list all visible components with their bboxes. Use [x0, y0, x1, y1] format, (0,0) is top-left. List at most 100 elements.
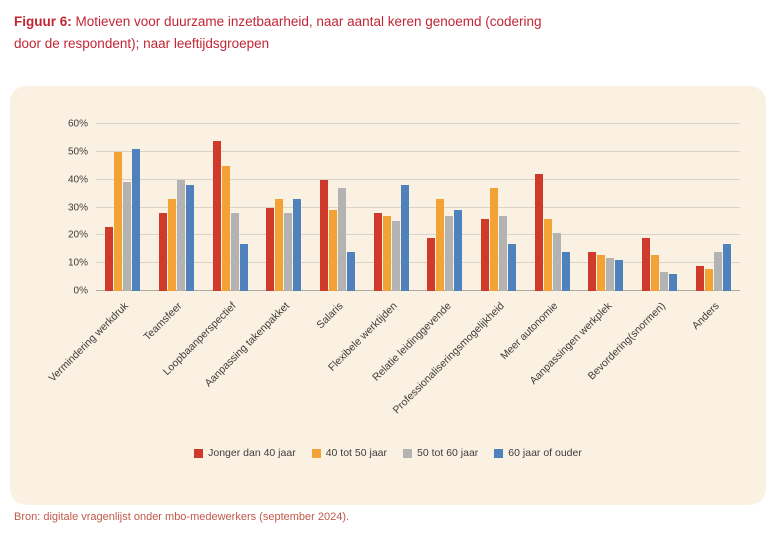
y-tick-label: 60%	[67, 118, 88, 130]
bar	[436, 199, 445, 291]
bar-group	[641, 124, 677, 291]
y-tick-label: 30%	[67, 202, 88, 213]
gridline	[96, 262, 740, 264]
legend-item: Jonger dan 40 jaar	[194, 447, 296, 459]
bar	[552, 232, 561, 291]
y-axis: 0% 10% 20% 30% 40% 50% 60%	[38, 119, 88, 297]
bar	[668, 274, 677, 291]
x-axis-labels: Vermindering werkdruk Teamsfeer Loopbaanpe…	[47, 294, 740, 424]
bar	[373, 213, 382, 291]
bar-group	[427, 124, 463, 291]
bar	[167, 199, 176, 291]
bar-group	[105, 124, 141, 291]
gridline	[96, 234, 740, 236]
legend-label: 60 jaar of ouder	[508, 447, 582, 459]
bar	[114, 151, 123, 291]
bar	[230, 213, 239, 291]
legend-item: 40 tot 50 jaar	[311, 447, 387, 459]
bar	[543, 218, 552, 291]
figure-number: Figuur 6:	[14, 14, 72, 29]
bar	[507, 243, 516, 291]
x-axis-label: Salaris	[314, 300, 346, 332]
bar	[704, 268, 713, 291]
gridline	[96, 290, 740, 291]
bar-group	[212, 124, 248, 291]
bar	[400, 185, 409, 291]
bar-groups	[96, 124, 740, 291]
y-tick-label: 50%	[67, 146, 88, 158]
bar	[319, 179, 328, 291]
legend-swatch-icon	[494, 448, 504, 458]
x-axis-label: Vermindering werkdruk	[46, 300, 132, 385]
figure-title: Figuur 6: Motieven voor duurzame inzetba…	[14, 11, 554, 55]
bar	[722, 243, 731, 291]
bar	[328, 210, 337, 291]
bar	[641, 238, 650, 291]
legend-label: 50 tot 60 jaar	[417, 447, 479, 459]
bar	[132, 149, 141, 291]
bar	[293, 199, 302, 291]
source-note: Bron: digitale vragenlijst onder mbo-med…	[14, 511, 350, 523]
bar	[659, 271, 668, 291]
x-axis-label: Professionaliseringsmogelijkheid	[390, 300, 507, 417]
gridline	[96, 206, 740, 208]
bar	[123, 182, 132, 291]
bar	[391, 221, 400, 291]
bar	[650, 254, 659, 291]
bar	[266, 207, 275, 291]
bar	[346, 252, 355, 291]
legend-swatch-icon	[194, 448, 204, 458]
legend-swatch-icon	[403, 448, 412, 458]
legend-label: Jonger dan 40 jaar	[208, 447, 296, 459]
legend-label: 40 tot 50 jaar	[325, 447, 387, 459]
legend-item: 50 tot 60 jaar	[403, 447, 478, 459]
x-axis-label: Teamsfeer	[141, 300, 185, 344]
bar-group	[319, 124, 355, 291]
bar-group	[695, 124, 731, 291]
bar	[695, 265, 704, 291]
gridline	[96, 178, 740, 180]
bar-group	[534, 124, 570, 291]
bar	[275, 199, 284, 291]
bar	[185, 185, 194, 291]
figure-title-text: Motieven voor duurzame inzetbaarheid, na…	[14, 14, 542, 51]
bar	[158, 213, 167, 291]
bar	[427, 238, 436, 291]
bar-group	[588, 124, 624, 291]
bar	[337, 188, 346, 291]
bar	[713, 252, 722, 291]
bar	[561, 252, 570, 291]
gridline	[96, 123, 740, 124]
bar	[534, 174, 543, 291]
chart-panel: 0% 10% 20% 30% 40% 50% 60% Vermindering werkdr…	[10, 86, 766, 505]
legend: Jonger dan 40 jaar 40 tot 50 jaar 50 tot 6…	[10, 447, 766, 459]
y-tick-label: 10%	[67, 257, 88, 269]
bar	[239, 243, 248, 291]
bar	[212, 140, 221, 291]
bar	[454, 210, 463, 291]
bar-group	[373, 124, 409, 291]
plot-area	[96, 123, 740, 291]
bar	[489, 188, 498, 291]
bar	[606, 257, 615, 291]
x-axis-label: Anders	[689, 300, 722, 333]
bar	[597, 254, 606, 291]
bar	[480, 218, 489, 291]
y-tick-label: 0%	[73, 285, 88, 297]
bar	[498, 215, 507, 291]
bar-group	[480, 124, 516, 291]
bar-group	[158, 124, 194, 291]
y-tick-label: 20%	[67, 229, 88, 241]
bar	[105, 226, 114, 291]
bar	[445, 215, 454, 291]
bar-group	[266, 124, 302, 291]
y-tick-label: 40%	[67, 174, 88, 186]
gridline	[96, 150, 740, 152]
legend-item: 60 jaar of ouder	[494, 447, 582, 459]
bar	[284, 213, 293, 291]
bar	[615, 260, 624, 291]
bar	[382, 215, 391, 291]
bar	[588, 252, 597, 291]
bar	[221, 165, 230, 291]
bar	[176, 179, 185, 291]
